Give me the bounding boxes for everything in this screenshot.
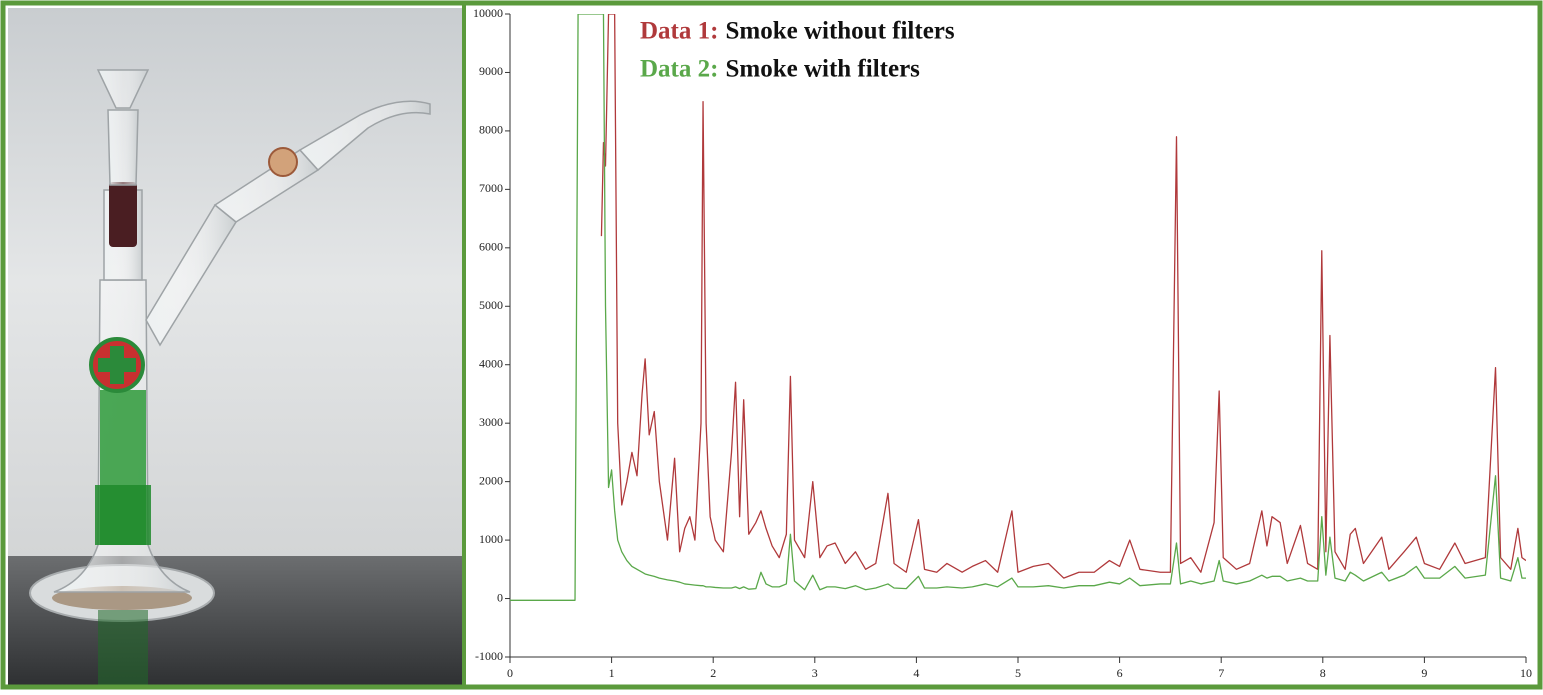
y-tick-label: 7000 xyxy=(479,181,503,195)
x-tick-label: 7 xyxy=(1218,666,1224,680)
x-tick-label: 6 xyxy=(1117,666,1123,680)
y-tick-label: 6000 xyxy=(479,240,503,254)
y-tick-label: 0 xyxy=(497,590,503,604)
y-tick-label: 5000 xyxy=(479,298,503,312)
x-tick-label: 2 xyxy=(710,666,716,680)
x-tick-label: 0 xyxy=(507,666,513,680)
x-tick-label: 1 xyxy=(609,666,615,680)
legend-series-description: Smoke with filters xyxy=(725,56,920,83)
y-tick-label: 4000 xyxy=(479,356,503,370)
y-tick-label: 9000 xyxy=(479,64,503,78)
x-tick-label: 4 xyxy=(913,666,919,680)
y-tick-label: 10000 xyxy=(473,6,503,20)
photo xyxy=(8,8,462,686)
x-tick-label: 10 xyxy=(1520,666,1532,680)
filter-badge xyxy=(269,148,297,176)
x-tick-label: 8 xyxy=(1320,666,1326,680)
x-tick-label: 3 xyxy=(812,666,818,680)
y-tick-label: 3000 xyxy=(479,415,503,429)
x-tick-label: 9 xyxy=(1421,666,1427,680)
y-tick-label: -1000 xyxy=(475,649,503,663)
photo-wall xyxy=(8,8,462,556)
figure: -100001000200030004000500060007000800090… xyxy=(0,0,1543,690)
bong-logo-cross xyxy=(98,358,136,372)
bong-reflection xyxy=(98,610,148,686)
bong-stem xyxy=(108,110,138,185)
legend-series-name: Data 1: xyxy=(640,18,718,45)
y-tick-label: 8000 xyxy=(479,123,503,137)
x-tick-label: 5 xyxy=(1015,666,1021,680)
legend-series-name: Data 2: xyxy=(640,56,718,83)
y-tick-label: 2000 xyxy=(479,473,503,487)
bong-chamber xyxy=(109,182,137,247)
legend-series-description: Smoke without filters xyxy=(725,18,954,45)
y-tick-label: 1000 xyxy=(479,532,503,546)
bong-water-base xyxy=(95,485,151,545)
